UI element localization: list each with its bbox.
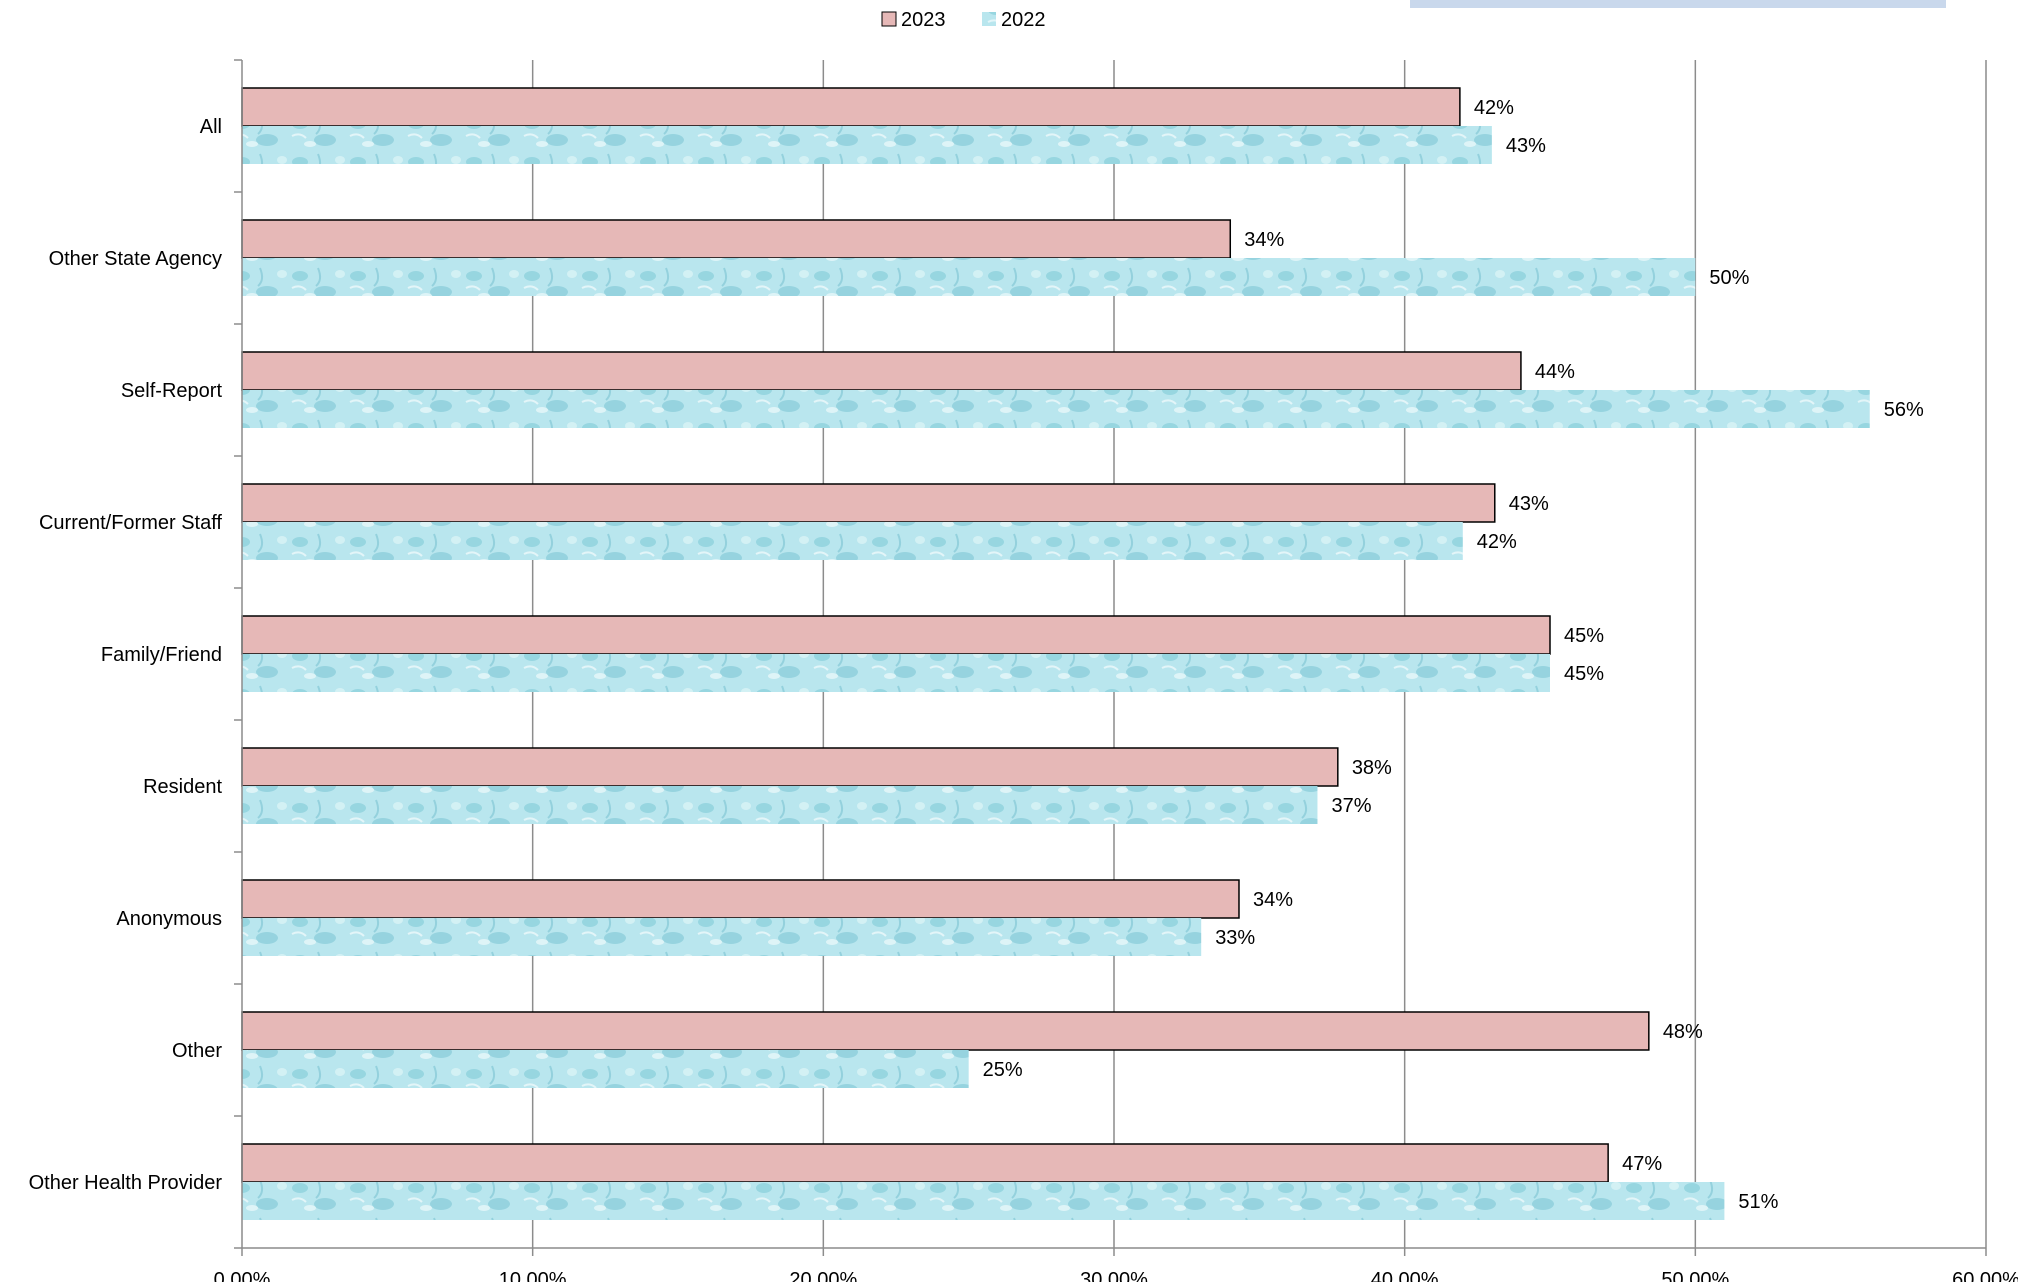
legend-label-2023: 2023 — [901, 9, 946, 31]
data-label-2022: 25% — [983, 1059, 1023, 1081]
legend-swatch-2022 — [982, 12, 996, 26]
bar-2022 — [242, 1182, 1725, 1220]
data-label-2023: 34% — [1244, 229, 1284, 251]
bar-2023 — [241, 351, 1522, 391]
category-label: Other — [172, 1040, 222, 1062]
data-label-2023: 45% — [1564, 625, 1604, 647]
bar-2023 — [241, 747, 1339, 787]
x-tick-label: 20.00% — [789, 1269, 857, 1282]
data-label-2023: 43% — [1509, 493, 1549, 515]
bar-2022 — [242, 126, 1492, 164]
top-decorative-band — [1410, 0, 1946, 8]
category-label: All — [200, 116, 222, 138]
bar-2022 — [242, 522, 1463, 560]
x-tick-label: 40.00% — [1371, 1269, 1439, 1282]
data-label-2022: 33% — [1215, 927, 1255, 949]
bar-2023 — [241, 615, 1551, 655]
x-tick-label: 0.00% — [214, 1269, 271, 1282]
category-label: Other Health Provider — [29, 1172, 223, 1194]
bar-2023 — [241, 483, 1496, 523]
data-label-2022: 37% — [1331, 795, 1371, 817]
x-tick-label: 10.00% — [499, 1269, 567, 1282]
data-label-2022: 45% — [1564, 663, 1604, 685]
category-label: Family/Friend — [101, 644, 222, 666]
category-label: Self-Report — [121, 380, 223, 402]
category-label: Anonymous — [116, 908, 222, 930]
category-label: Current/Former Staff — [39, 512, 222, 534]
x-tick-label: 60.00% — [1952, 1269, 2018, 1282]
bar-2022 — [242, 390, 1870, 428]
x-tick-label: 50.00% — [1661, 1269, 1729, 1282]
category-label: Resident — [143, 776, 222, 798]
data-label-2023: 44% — [1535, 361, 1575, 383]
data-label-2023: 34% — [1253, 889, 1293, 911]
legend-swatch-2023 — [881, 11, 897, 27]
data-label-2023: 47% — [1622, 1153, 1662, 1175]
bar-2022 — [242, 786, 1318, 824]
x-tick-label: 30.00% — [1080, 1269, 1148, 1282]
category-label: Other State Agency — [49, 248, 222, 270]
data-label-2022: 43% — [1506, 135, 1546, 157]
legend-label-2022: 2022 — [1001, 9, 1046, 31]
bar-2023 — [241, 1011, 1650, 1051]
bar-2022 — [242, 1050, 969, 1088]
bar-2023 — [241, 219, 1232, 259]
bar-2023 — [241, 879, 1240, 919]
bars: 42% 43% 34% 50% 44% 56% 43% 42% 45% 45% 38% 37% 34% 3… — [241, 87, 1924, 1220]
bar-2023 — [241, 87, 1461, 127]
data-label-2022: 42% — [1477, 531, 1517, 553]
bar-2022 — [242, 918, 1202, 956]
data-label-2023: 38% — [1352, 757, 1392, 779]
data-label-2022: 51% — [1738, 1191, 1778, 1213]
legend: 2023 2022 — [881, 9, 1046, 31]
data-label-2022: 50% — [1709, 267, 1749, 289]
data-label-2022: 56% — [1884, 399, 1924, 421]
bar-2023 — [241, 1143, 1609, 1183]
bar-2022 — [242, 258, 1696, 296]
data-label-2023: 48% — [1663, 1021, 1703, 1043]
bar-2022 — [242, 654, 1550, 692]
data-label-2023: 42% — [1474, 97, 1514, 119]
